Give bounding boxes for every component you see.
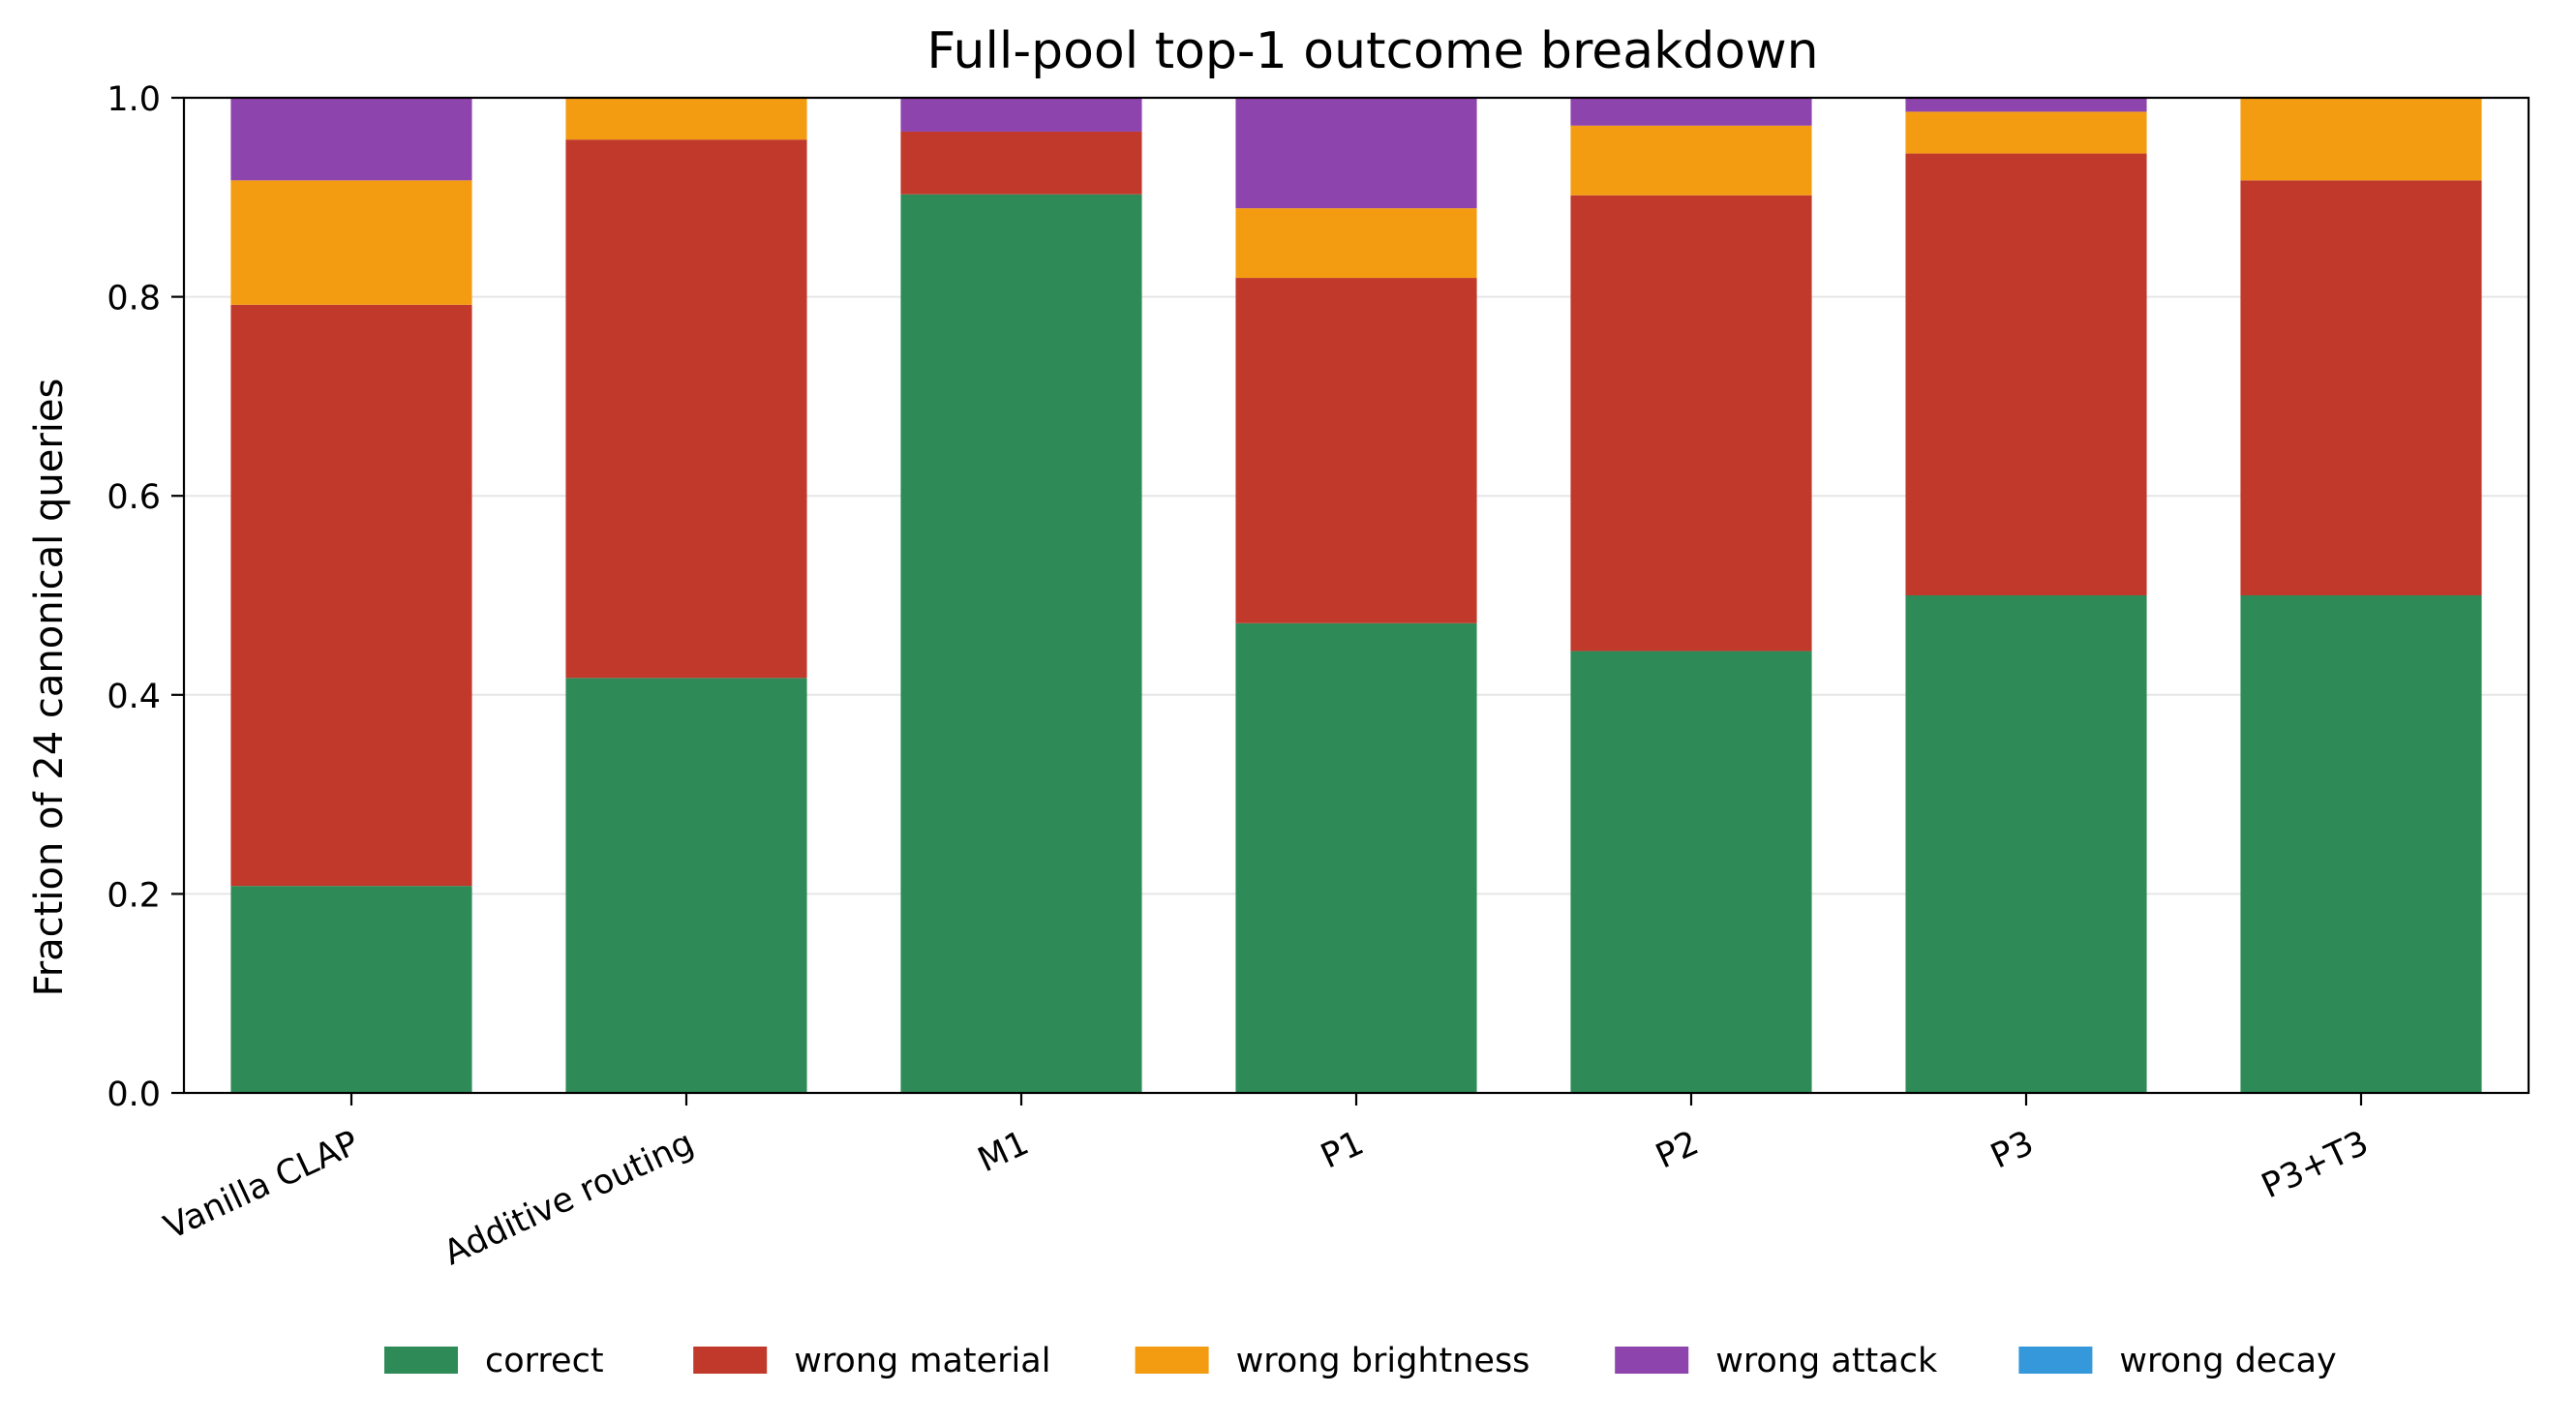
bar-segment-wrong-attack [230,98,472,181]
bar-segment-wrong-material [230,304,472,887]
bar-segment-correct [565,678,807,1093]
bar-segment-wrong-brightness [2240,98,2482,181]
bar-segment-wrong-brightness [565,98,807,140]
bar-segment-wrong-attack [1905,98,2147,112]
chart-title: Full-pool top-1 outcome breakdown [926,22,1818,80]
bar-segment-wrong-material [565,139,807,679]
y-tick-label: 0.0 [106,1076,161,1114]
legend-label: correct [485,1342,604,1380]
bar-segment-correct [900,194,1142,1093]
legend-label: wrong brightness [1236,1342,1530,1380]
bar-segment-wrong-brightness [230,180,472,305]
legend-swatch [1135,1347,1209,1374]
bar-segment-wrong-attack [1235,98,1477,209]
bar-segment-wrong-material [900,131,1142,195]
legend-label: wrong attack [1715,1342,1938,1380]
legend-label: wrong material [794,1342,1050,1380]
y-axis-label: Fraction of 24 canonical queries [27,379,72,997]
bar-segment-wrong-material [1570,195,1812,651]
bar-segment-wrong-material [2240,180,2482,595]
bar-segment-wrong-brightness [1905,111,2147,154]
bar-segment-correct [230,886,472,1093]
bar-segment-correct [1235,622,1477,1093]
bar-segment-wrong-material [1905,153,2147,595]
bars [230,98,2482,1093]
bar-segment-wrong-attack [900,98,1142,132]
bar-segment-correct [1570,651,1812,1093]
bar-segment-wrong-attack [1570,98,1812,126]
legend-swatch [693,1347,768,1374]
legend-label: wrong decay [2119,1342,2336,1380]
bar-segment-correct [1905,595,2147,1093]
y-tick-label: 0.6 [106,478,161,517]
bar-segment-wrong-brightness [1235,208,1477,279]
y-tick-label: 1.0 [106,80,161,119]
bar-segment-correct [2240,595,2482,1093]
legend-swatch [2018,1347,2093,1374]
legend: correct wrong material wrong brightness wro… [384,1342,2337,1380]
y-tick-label: 0.4 [106,678,161,716]
y-tick-label: 0.2 [106,876,161,915]
bar-segment-wrong-material [1235,278,1477,623]
legend-swatch [1615,1347,1689,1374]
bar-segment-wrong-brightness [1570,125,1812,196]
y-tick-label: 0.8 [106,280,161,318]
legend-swatch [384,1347,458,1374]
